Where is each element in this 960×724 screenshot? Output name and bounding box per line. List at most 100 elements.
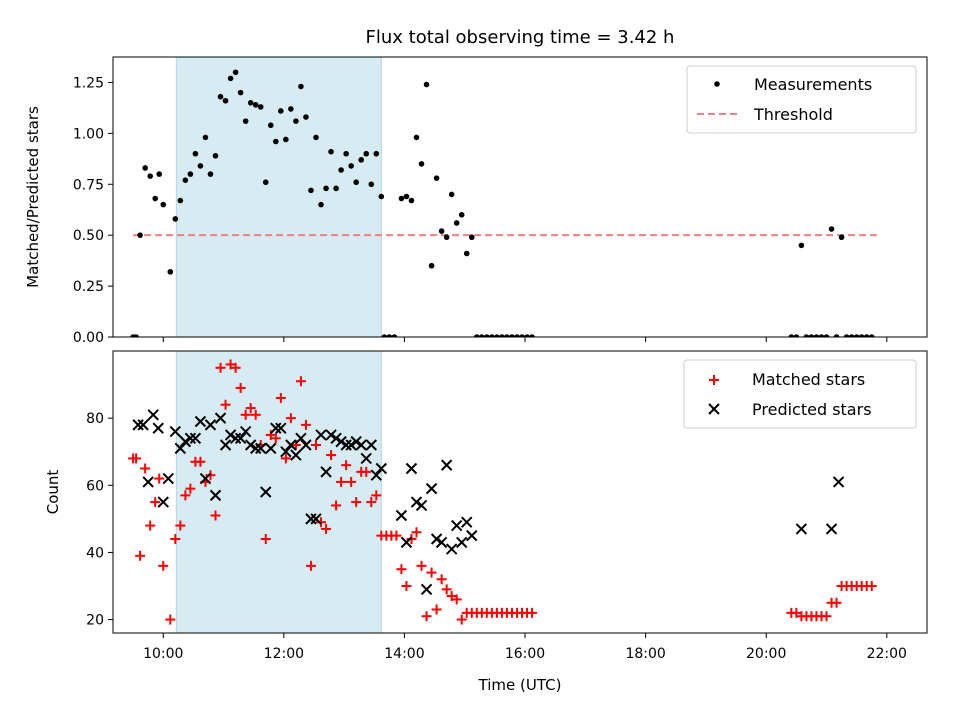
matched-star-point bbox=[260, 534, 271, 544]
measurement-point bbox=[247, 100, 254, 106]
matched-star-point bbox=[210, 510, 221, 521]
measurement-point bbox=[293, 118, 299, 124]
predicted-star-point bbox=[132, 419, 144, 431]
measurement-point bbox=[453, 220, 460, 226]
y-tick-label: 0.25 bbox=[73, 279, 104, 295]
matched-star-point bbox=[280, 453, 291, 464]
measurement-point bbox=[152, 195, 159, 202]
measurement-point bbox=[818, 334, 825, 337]
legend-matched-label: Matched stars bbox=[752, 370, 865, 389]
measurement-point bbox=[529, 334, 535, 337]
y-tick-label: 60 bbox=[86, 478, 104, 494]
predicted-star-point bbox=[405, 462, 418, 475]
predicted-star-point bbox=[162, 472, 174, 485]
measurement-point bbox=[838, 234, 845, 241]
top-panel: 0.00 0.25 0.50 0.75 1.00 1.25 Matched/Predict… bbox=[24, 56, 928, 346]
legend-predicted-label: Predicted stars bbox=[752, 400, 872, 419]
measurement-point bbox=[252, 102, 259, 108]
measurement-point bbox=[242, 118, 249, 124]
predicted-star-point bbox=[375, 462, 388, 475]
measurement-point bbox=[788, 334, 795, 337]
measurement-point bbox=[524, 334, 530, 337]
measurement-point bbox=[142, 165, 148, 171]
matched-star-point bbox=[361, 466, 372, 477]
measurement-point bbox=[197, 163, 204, 169]
measurement-point bbox=[484, 334, 490, 337]
matched-star-point bbox=[158, 560, 169, 571]
matched-star-point bbox=[145, 520, 156, 531]
measurement-point bbox=[423, 81, 430, 88]
matched-star-point bbox=[265, 429, 276, 440]
predicted-star-point bbox=[340, 439, 352, 451]
predicted-star-point bbox=[265, 442, 277, 455]
measurement-point bbox=[463, 250, 470, 257]
measurement-point bbox=[808, 334, 815, 337]
measurement-point bbox=[489, 334, 495, 337]
matched-star-point bbox=[866, 581, 877, 591]
matched-star-point bbox=[336, 476, 347, 487]
matched-star-point bbox=[295, 376, 306, 387]
matched-star-point bbox=[401, 581, 412, 591]
top-axes-frame bbox=[112, 56, 928, 338]
matched-star-point bbox=[275, 393, 286, 403]
predicted-star-point bbox=[295, 432, 307, 444]
legend-predicted-marker bbox=[708, 403, 720, 415]
bottom-axes-frame bbox=[112, 350, 928, 634]
predicted-star-point bbox=[204, 419, 217, 431]
measurement-point bbox=[408, 197, 415, 204]
predicted-star-point bbox=[244, 439, 257, 451]
predicted-star-point bbox=[450, 519, 463, 532]
top-shaded-interval bbox=[175, 56, 382, 338]
predicted-star-point bbox=[795, 523, 808, 535]
matched-star-point bbox=[326, 450, 337, 461]
measurement-point bbox=[391, 334, 398, 337]
matched-star-point bbox=[391, 530, 402, 541]
measurement-point bbox=[156, 171, 163, 177]
measurement-point bbox=[167, 269, 174, 275]
predicted-star-point bbox=[320, 466, 332, 478]
predicted-star-point bbox=[435, 536, 448, 549]
predicted-star-point bbox=[395, 509, 408, 522]
matched-star-point bbox=[426, 567, 437, 578]
measurement-point bbox=[853, 334, 860, 337]
measurement-point bbox=[863, 334, 870, 337]
measurement-point bbox=[257, 104, 264, 110]
measurement-point bbox=[868, 334, 875, 337]
matched-star-point bbox=[416, 560, 427, 571]
measurement-point bbox=[519, 334, 525, 337]
matched-star-point bbox=[431, 604, 442, 615]
measurement-point bbox=[428, 262, 435, 269]
measurement-point bbox=[473, 334, 480, 337]
matched-star-point bbox=[154, 473, 165, 484]
measurement-point bbox=[328, 148, 334, 155]
measurement-point bbox=[308, 187, 314, 194]
bottom-y-axis-label: Count bbox=[44, 470, 62, 515]
measurement-point bbox=[823, 334, 830, 337]
measurement-point bbox=[232, 69, 239, 76]
measurement-point bbox=[288, 106, 294, 112]
x-tick-label: 12:00 bbox=[264, 646, 304, 662]
matched-star-point bbox=[406, 534, 417, 544]
predicted-star-point bbox=[142, 476, 154, 488]
measurement-point bbox=[358, 157, 365, 163]
chart-title: Flux total observing time = 3.42 h bbox=[366, 27, 675, 48]
matched-star-point bbox=[436, 574, 447, 585]
measurement-point bbox=[848, 334, 855, 337]
matched-star-point bbox=[150, 497, 161, 508]
measurement-point bbox=[363, 150, 370, 157]
matched-star-point bbox=[285, 413, 296, 424]
measurement-point bbox=[381, 334, 388, 337]
predicted-star-point bbox=[147, 409, 159, 421]
bottom-legend-box bbox=[683, 359, 917, 429]
measurement-point bbox=[798, 242, 805, 249]
measurement-point bbox=[413, 134, 420, 141]
x-axis-label: Time (UTC) bbox=[478, 676, 562, 694]
matched-star-point bbox=[321, 523, 332, 534]
top-y-axis: 0.00 0.25 0.50 0.75 1.00 1.25 bbox=[73, 75, 113, 346]
bottom-panel: 20 40 60 80 10:00 12:00 14:00 16:00 18:00 20:00 2… bbox=[44, 350, 928, 694]
matched-star-point bbox=[446, 591, 457, 602]
matched-star-point bbox=[185, 483, 196, 494]
matched-star-point bbox=[290, 440, 301, 450]
measurement-point bbox=[298, 83, 304, 90]
measurement-point bbox=[217, 93, 224, 100]
